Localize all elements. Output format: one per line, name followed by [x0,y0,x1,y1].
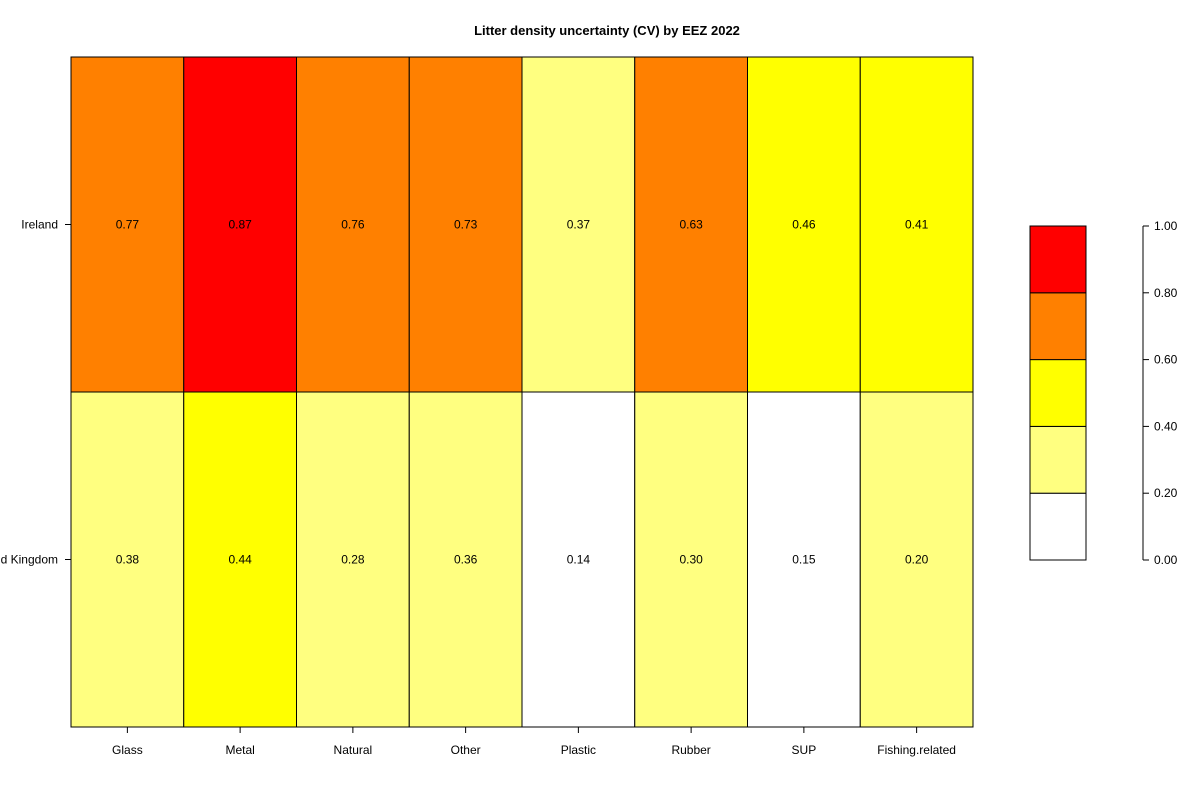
column-label: Plastic [561,743,596,757]
cell-value-label: 0.20 [905,553,929,567]
column-label: Metal [225,743,254,757]
cell-value-label: 0.44 [228,553,252,567]
legend-swatch [1029,292,1087,361]
cell-value-label: 0.73 [454,218,478,232]
heatmap-cell [70,56,185,393]
legend-tick-label: 0.40 [1154,419,1178,433]
legend-tick-label: 1.00 [1154,219,1178,233]
cell-value-label: 0.38 [116,553,140,567]
legend-swatch [1029,359,1087,427]
cell-value-label: 0.46 [792,218,816,232]
heatmap-cell [521,391,636,728]
color-legend: 0.00 0.20 0.40 0.60 0.80 1.00 [1029,219,1178,567]
cell-labels: 0.77 0.87 0.76 0.73 0.37 0.63 0.46 0.41 0.38 0.44… [116,218,929,567]
heatmap-cell [634,391,748,728]
cell-value-label: 0.76 [341,218,365,232]
row-axis: Ireland d Kingdom [1,218,71,567]
legend-tick-label: 0.20 [1154,486,1178,500]
legend-tick-label: 0.00 [1154,553,1178,567]
cell-value-label: 0.37 [567,218,591,232]
heatmap-cell [634,56,748,393]
heatmap-cell [859,391,974,728]
cell-value-label: 0.15 [792,553,816,567]
row-label: d Kingdom [1,553,58,567]
column-label: Glass [112,743,143,757]
column-label: SUP [792,743,817,757]
column-label: Natural [334,743,373,757]
legend-swatch [1029,225,1087,294]
chart-title: Litter density uncertainty (CV) by EEZ 2… [474,23,740,38]
plot-border [70,56,974,728]
heatmap-cell [747,56,861,393]
cell-value-label: 0.63 [679,218,703,232]
cell-value-label: 0.28 [341,553,365,567]
heatmap-cell [183,56,297,393]
legend-swatch [1029,425,1087,494]
cell-value-label: 0.36 [454,553,478,567]
row-label: Ireland [21,218,58,232]
heatmap-cell [408,391,523,728]
heatmap-cell [521,56,636,393]
column-axis: Glass Metal Natural Other Plastic Rubber SUP Fi… [112,727,956,757]
heatmap-cell [747,391,861,728]
column-label: Fishing.related [877,743,956,757]
heatmap-cell [408,56,523,393]
cell-value-label: 0.30 [679,553,703,567]
legend-swatch [1029,492,1087,561]
column-label: Rubber [671,743,710,757]
legend-tick-label: 0.60 [1154,353,1178,367]
cell-value-label: 0.14 [567,553,591,567]
heatmap-cells [70,56,974,728]
heatmap-cell [183,391,297,728]
legend-tick-label: 0.80 [1154,286,1178,300]
column-label: Other [451,743,481,757]
cell-value-label: 0.77 [116,218,140,232]
cell-value-label: 0.41 [905,218,929,232]
cell-value-label: 0.87 [228,218,252,232]
heatmap-cell [859,56,974,393]
